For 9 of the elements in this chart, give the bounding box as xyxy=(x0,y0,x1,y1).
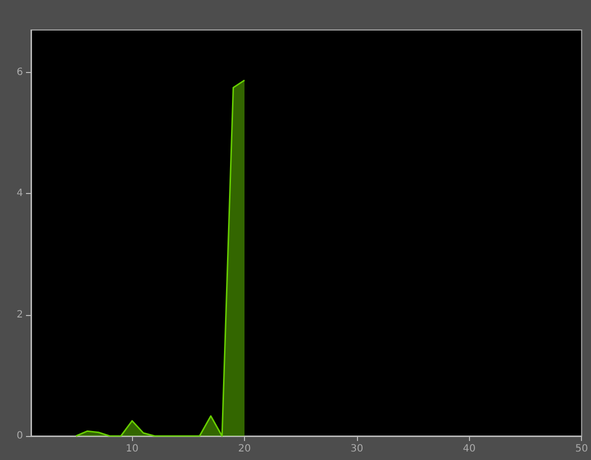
y-tick-label: 0 xyxy=(16,430,23,442)
x-tick-label: 20 xyxy=(238,444,251,454)
y-tick-label: 2 xyxy=(16,309,23,320)
y-tick-label: 4 xyxy=(16,188,23,200)
y-tick-label: 6 xyxy=(16,66,23,78)
x-tick-label: 50 xyxy=(575,444,588,454)
x-tick-label: 10 xyxy=(126,444,139,454)
x-tick-label: 40 xyxy=(462,444,476,454)
x-tick-label: 30 xyxy=(350,444,364,454)
